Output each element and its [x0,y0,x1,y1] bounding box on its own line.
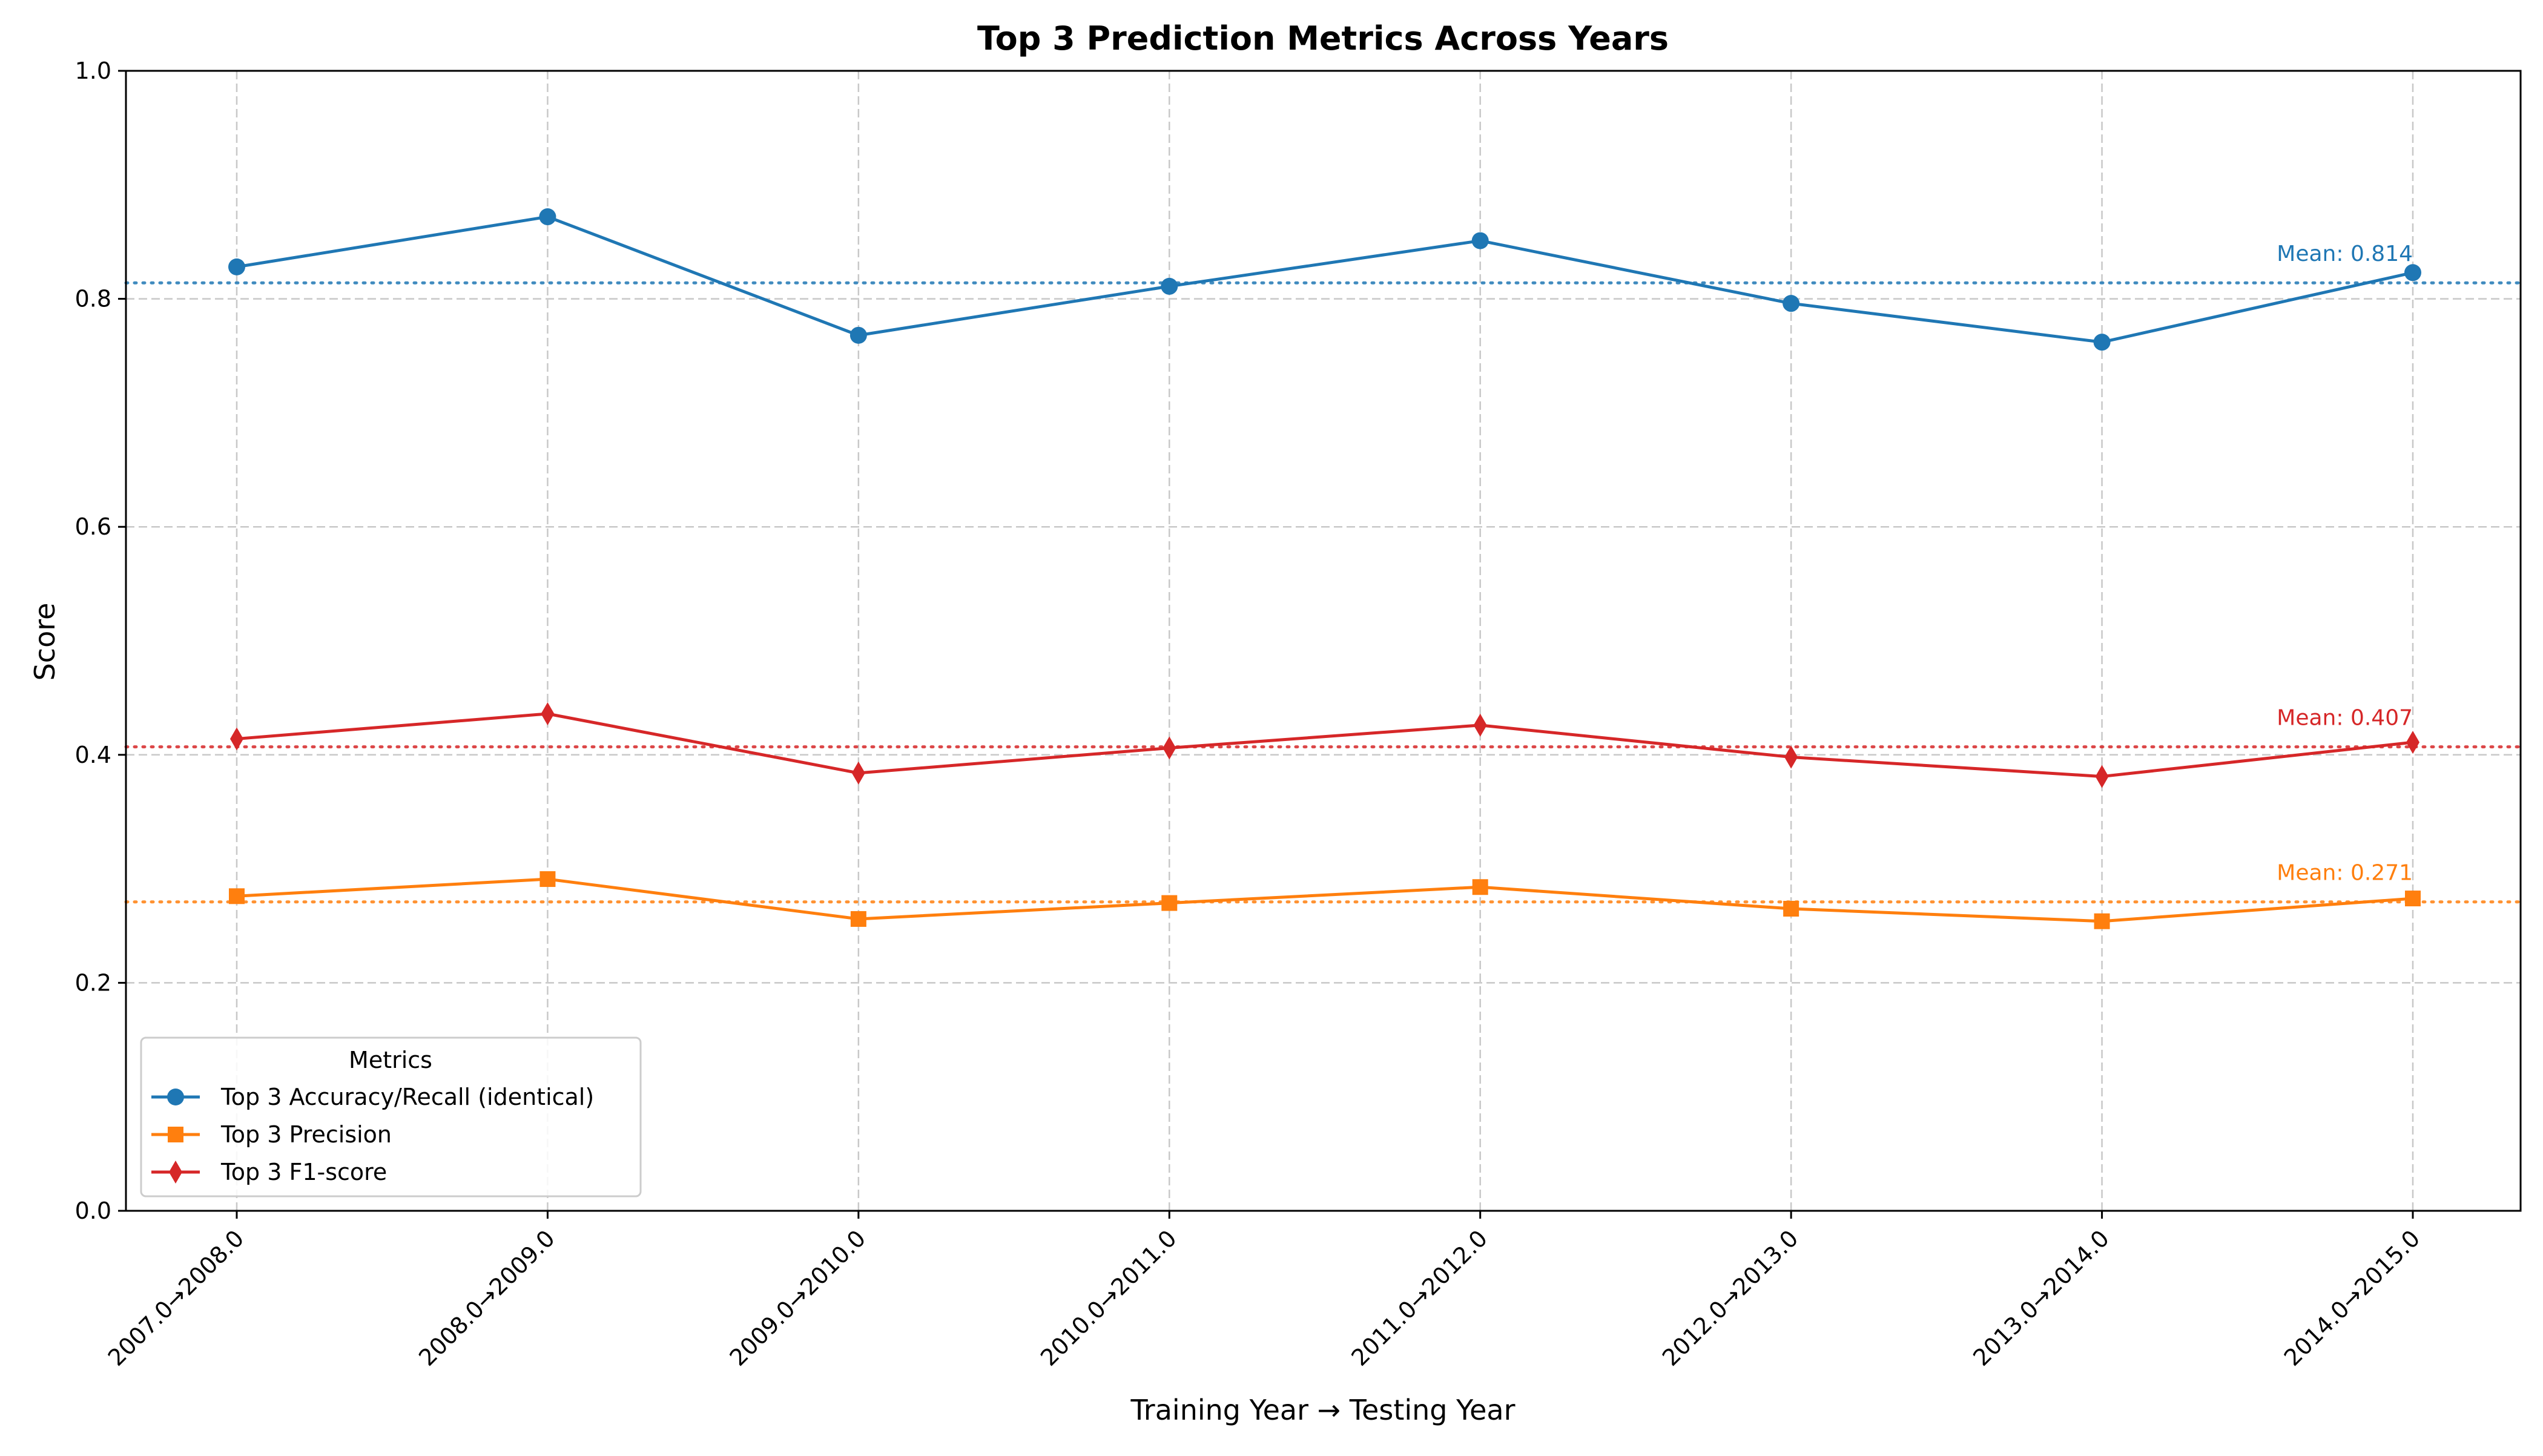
legend-marker-1 [168,1127,183,1142]
data-point-s1-4 [1472,879,1488,895]
legend-marker-0 [167,1089,184,1105]
legend: Metrics Top 3 Accuracy/Recall (identical… [140,1036,642,1197]
mean-label-0: Mean: 0.814 [2277,242,2413,266]
legend-label-2: Top 3 F1-score [220,1159,387,1185]
mean-label-1: Mean: 0.271 [2277,861,2413,886]
chart-title: Top 3 Prediction Metrics Across Years [977,19,1669,58]
data-point-s0-1 [539,208,556,226]
legend-label-1: Top 3 Precision [220,1121,392,1148]
legend-marker-2 [169,1161,182,1184]
y-tick-label: 0.0 [75,1197,111,1224]
series-line-2 [236,712,2413,779]
data-point-s2-5 [1784,745,1798,769]
data-point-s0-0 [228,258,245,275]
data-point-s1-0 [229,888,245,904]
data-point-s1-3 [1161,895,1178,911]
data-point-s0-4 [1471,232,1489,249]
data-point-s2-3 [1163,736,1176,760]
data-point-s2-4 [1473,713,1487,737]
legend-label-0: Top 3 Accuracy/Recall (identical) [220,1084,594,1110]
y-tick-label: 0.4 [75,742,111,768]
data-point-s2-6 [2095,765,2109,788]
series-line-1 [236,877,2413,923]
data-point-s0-6 [2093,334,2111,351]
data-point-s2-7 [2406,731,2419,754]
data-point-s1-5 [1783,901,1799,917]
y-axis-label: Score [28,603,61,681]
legend-box [140,1036,642,1197]
data-point-s2-2 [851,761,865,785]
plot-frame [125,70,2522,1212]
data-point-s0-5 [1783,295,1800,312]
data-point-s0-2 [849,326,867,344]
y-tick-label: 0.8 [75,286,111,312]
data-point-s1-1 [539,871,556,888]
data-point-s1-6 [2094,913,2110,929]
data-point-s2-1 [541,702,555,726]
legend-title: Metrics [349,1047,432,1073]
data-point-s2-0 [230,727,243,751]
y-tick-label: 0.6 [75,513,111,540]
y-tick-label: 1.0 [75,58,111,84]
series-line-0 [236,215,2413,344]
data-point-s1-7 [2405,891,2421,907]
x-axis-label: Training Year → Testing Year [1130,1394,1515,1426]
data-point-s0-3 [1161,277,1178,295]
y-tick-label: 0.2 [75,969,111,996]
mean-label-2: Mean: 0.407 [2277,706,2413,731]
data-point-s1-2 [850,911,866,927]
data-point-s0-7 [2404,264,2421,282]
